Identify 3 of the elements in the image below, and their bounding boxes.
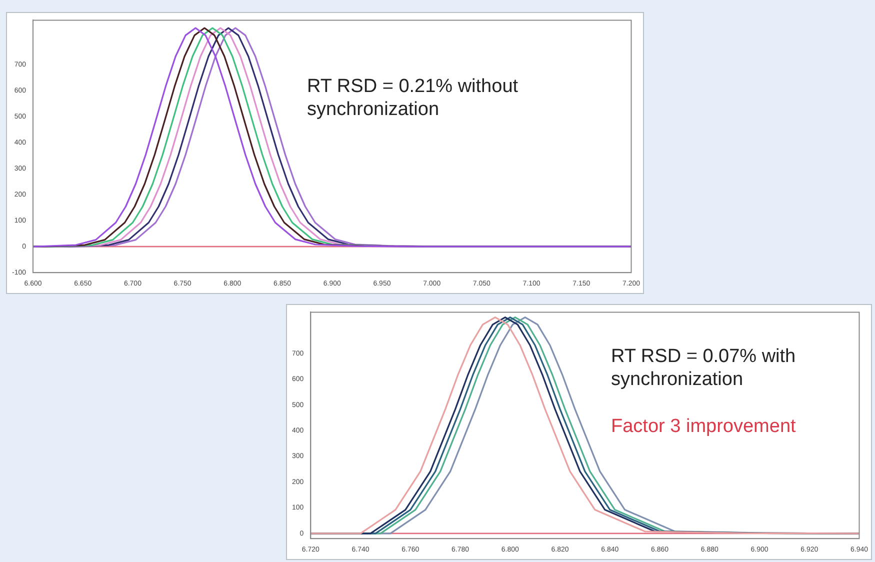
annotation: RT RSD = 0.21% without synchronization (307, 75, 520, 121)
annotation: Factor 3 improvement (611, 415, 797, 438)
annotation: RT RSD = 0.07% with synchronization (611, 345, 797, 391)
